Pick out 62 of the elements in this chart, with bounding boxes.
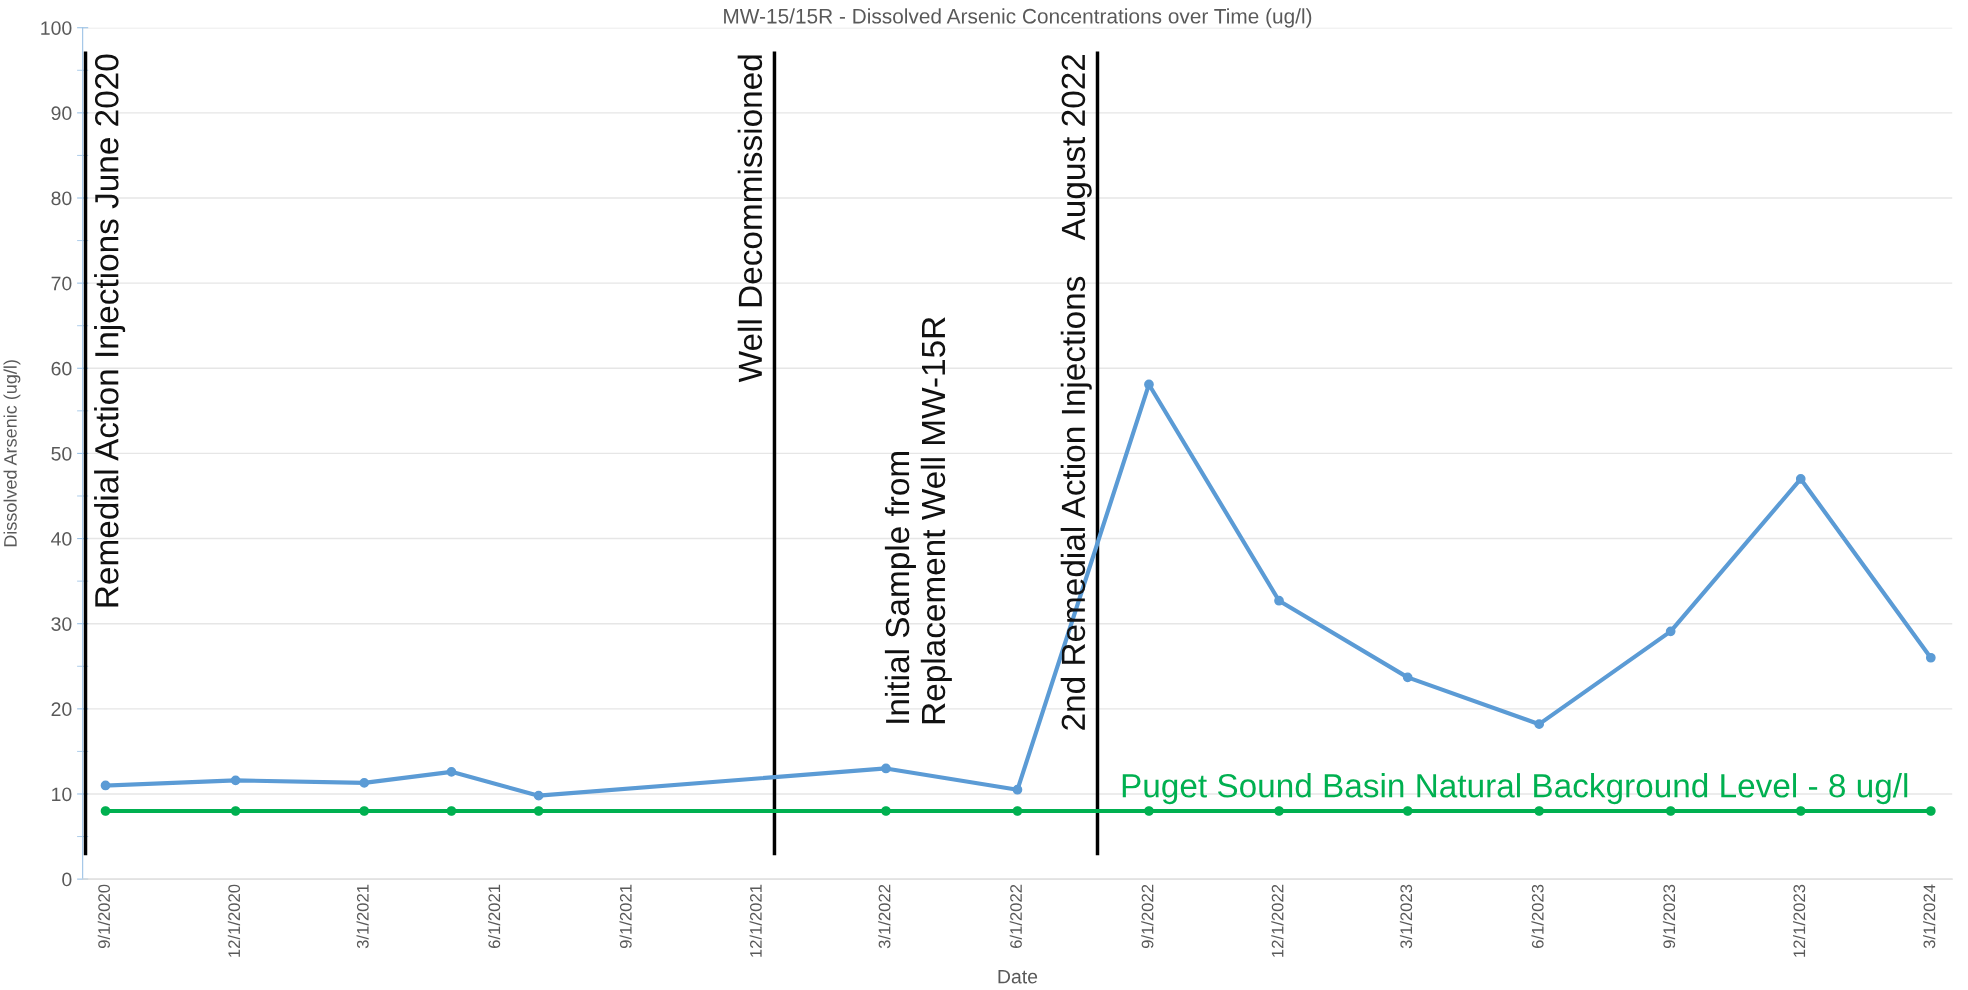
point	[1144, 806, 1154, 816]
x-tick-label: 9/1/2022	[1141, 884, 1154, 949]
point	[230, 806, 241, 816]
point	[1925, 806, 1936, 816]
point	[1012, 806, 1023, 816]
ref-line-label: 2nd Remedial Action Injections August 2022	[1060, 54, 1092, 730]
ref-line-label: Remedial Action Injections June 2020	[94, 54, 126, 607]
point	[446, 766, 457, 777]
y-tick-label: 30	[51, 617, 72, 631]
point	[1402, 806, 1413, 816]
x-tick-label: 9/1/2020	[97, 884, 110, 949]
x-tick-label: 12/1/2021	[749, 884, 762, 957]
point	[1795, 474, 1806, 484]
point	[100, 780, 111, 791]
y-tick-label: 50	[51, 446, 72, 461]
x-tick-label: 9/1/2023	[1662, 884, 1676, 949]
point	[1665, 626, 1676, 637]
point	[881, 763, 891, 774]
x-tick-label: 12/1/2022	[1271, 884, 1284, 957]
point	[1665, 806, 1676, 816]
x-tick-label: 3/1/2022	[878, 884, 891, 949]
ref-line-label: Well Decommissioned	[737, 55, 763, 383]
point	[881, 806, 891, 816]
x-tick-label: 6/1/2021	[487, 884, 501, 948]
y-axis-title: Dissolved Arsenic (ug/l)	[3, 360, 21, 547]
point	[446, 806, 457, 816]
point	[1534, 719, 1545, 730]
series-label: Puget Sound Basin Natural Background Level - 8 ug/l	[1122, 773, 1908, 805]
chart-title: MW-15/15R - Dissolved Arsenic Concentrations over Time (ug/l)	[724, 8, 1312, 28]
point	[1795, 806, 1806, 816]
x-tick-label: 12/1/2023	[1792, 884, 1806, 957]
point	[359, 778, 370, 788]
x-tick-label: 3/1/2021	[356, 884, 369, 949]
x-tick-label: 3/1/2024	[1923, 884, 1936, 949]
y-tick-label: 40	[51, 532, 72, 546]
point	[1274, 806, 1284, 816]
x-axis-title: Date	[998, 969, 1038, 984]
point	[100, 806, 111, 816]
y-tick-label: 10	[52, 787, 72, 802]
point	[1144, 379, 1154, 390]
point	[1925, 652, 1936, 663]
y-tick-label: 0	[62, 872, 72, 887]
x-tick-label: 3/1/2023	[1399, 884, 1413, 949]
y-tick-label: 100	[41, 21, 72, 35]
x-tick-label: 9/1/2021	[619, 884, 632, 949]
x-tick-label: 12/1/2020	[227, 884, 241, 957]
x-tick-label: 6/1/2023	[1531, 884, 1544, 948]
annotation: Initial Sample from Replacement Well MW-15R	[884, 317, 952, 724]
y-tick-label: 60	[51, 361, 72, 376]
point	[1402, 672, 1413, 683]
point	[533, 790, 544, 801]
point	[1274, 595, 1284, 606]
y-tick-label: 80	[51, 191, 72, 206]
point	[359, 806, 370, 816]
point	[533, 806, 544, 816]
point	[230, 775, 241, 786]
x-tick-label: 6/1/2022	[1009, 884, 1022, 948]
y-tick-label: 20	[51, 702, 72, 717]
y-tick-label: 90	[51, 106, 72, 121]
y-tick-label: 70	[51, 276, 72, 291]
point	[1012, 784, 1023, 795]
point	[1534, 806, 1545, 816]
